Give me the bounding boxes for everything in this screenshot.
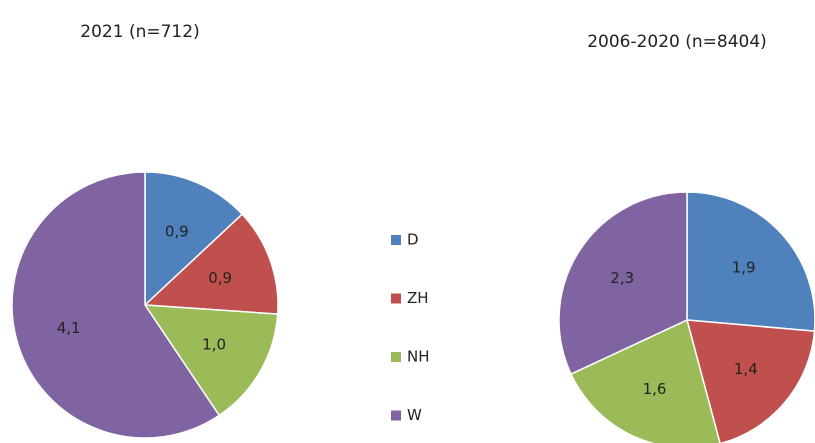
- pie-slice: [569, 318, 721, 443]
- data-label: 4,1: [57, 319, 81, 337]
- legend-label: W: [407, 406, 422, 424]
- legend-label: NH: [407, 348, 430, 366]
- pie-slice: [685, 319, 815, 443]
- data-label: 1,9: [732, 259, 756, 277]
- pie-slice: [11, 171, 221, 439]
- legend-label: ZH: [407, 289, 429, 307]
- data-label: 0,9: [165, 222, 189, 240]
- pie-slice: [144, 171, 244, 307]
- data-label: 2,3: [610, 269, 634, 287]
- data-label: 1,0: [202, 335, 226, 353]
- chart-title: 2021 (n=712): [80, 22, 199, 42]
- pie-slice: [558, 191, 688, 376]
- data-label: 1,4: [734, 360, 758, 378]
- pie-slice: [143, 213, 279, 315]
- legend-swatch: [391, 293, 401, 304]
- pie-slice: [143, 304, 279, 417]
- pie-slice: [686, 191, 815, 332]
- legend-swatch: [391, 352, 401, 362]
- legend-swatch: [391, 235, 401, 245]
- legend-label: D: [407, 231, 419, 249]
- data-label: 1,6: [643, 380, 667, 398]
- chart-title: 2006-2020 (n=8404): [587, 32, 767, 52]
- legend-swatch: [391, 410, 401, 421]
- data-label: 0,9: [208, 269, 232, 287]
